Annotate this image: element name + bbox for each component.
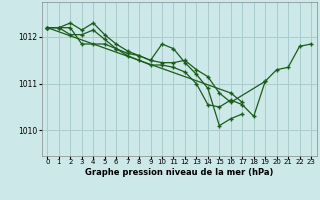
- X-axis label: Graphe pression niveau de la mer (hPa): Graphe pression niveau de la mer (hPa): [85, 168, 273, 177]
